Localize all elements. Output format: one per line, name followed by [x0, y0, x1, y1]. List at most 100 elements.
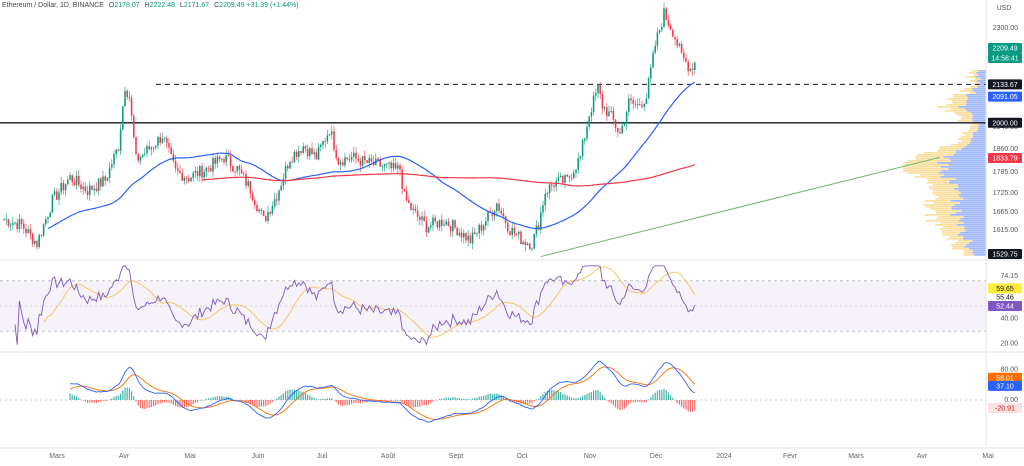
vp-bar-up	[972, 116, 986, 118]
candle-body	[159, 136, 161, 143]
macd-hist-bar	[91, 400, 93, 403]
candle-body	[408, 200, 410, 203]
candle-body	[328, 134, 331, 136]
candle-body	[25, 228, 27, 234]
price-axis-unit: USD	[997, 5, 1012, 12]
vp-bar-down	[933, 190, 959, 192]
vp-bar-up	[955, 178, 986, 180]
vp-bar-up	[972, 252, 986, 254]
vp-bar-down	[939, 228, 965, 230]
candle-body	[240, 169, 243, 174]
macd-tick-label: 0.00	[1004, 397, 1018, 404]
candle-body	[548, 184, 551, 194]
macd-hist-bar	[100, 400, 102, 403]
candle-body	[60, 182, 62, 193]
vp-bar-down	[926, 178, 956, 180]
candle-body	[247, 181, 249, 186]
vp-bar-down	[971, 124, 980, 126]
last-price-tag-bg	[988, 43, 1022, 53]
candle-body	[56, 191, 58, 200]
vp-bar-up	[972, 250, 986, 252]
macd-hist-bar	[531, 400, 533, 404]
vp-bar-down	[954, 112, 971, 114]
candle-body	[7, 219, 10, 226]
candle-body	[278, 190, 280, 201]
macd-hist-bar	[641, 400, 643, 403]
candle-body	[370, 158, 373, 162]
candle-body	[419, 216, 421, 220]
candle-body	[64, 184, 67, 191]
vp-bar-down	[932, 184, 958, 186]
vp-bar-down	[946, 238, 963, 240]
macd-hist-bar	[476, 397, 478, 400]
rsi-tick-label: 20.00	[1000, 341, 1018, 348]
macd-hist-bar	[419, 400, 421, 407]
candle-body	[577, 158, 579, 170]
macd-pane[interactable]	[0, 361, 986, 423]
candle-body	[333, 131, 335, 150]
candle-body	[14, 222, 16, 224]
candle-body	[559, 175, 562, 178]
candle-body	[364, 156, 366, 161]
candle-body	[467, 235, 469, 241]
macd-hist-bar	[579, 397, 581, 400]
candle-body	[621, 125, 623, 134]
candle-body	[249, 181, 252, 194]
macd-hist-bar	[652, 394, 654, 400]
macd-hist-bar	[423, 400, 425, 406]
candle-body	[513, 227, 516, 234]
rsi-pane[interactable]	[0, 265, 986, 346]
candle-body	[269, 212, 271, 214]
macd-hist-bar	[586, 393, 588, 400]
macd-hist-bar	[408, 400, 410, 407]
candle-body	[551, 184, 553, 186]
countdown-tag: 14:58:41	[991, 56, 1018, 63]
macd-hist-bar	[73, 396, 75, 400]
price-pane[interactable]	[0, 2, 986, 258]
vp-bar-down	[957, 120, 973, 122]
vp-bar-up	[963, 216, 986, 218]
macd-hist-bar	[621, 400, 623, 410]
macd-hist-bar	[260, 400, 262, 407]
candle-body	[383, 163, 386, 166]
vp-bar-up	[958, 190, 986, 192]
vp-bar-down	[932, 192, 961, 194]
candle-body	[40, 235, 43, 236]
vp-bar-up	[940, 166, 986, 168]
candle-body	[265, 216, 267, 221]
vp-bar-up	[976, 130, 986, 132]
candle-body	[302, 146, 304, 153]
vp-bar-up	[960, 192, 986, 194]
macd-hist-bar	[76, 396, 78, 400]
macd-hist-bar	[529, 400, 531, 404]
vp-bar-up	[964, 246, 986, 248]
macd-hist-bar	[106, 400, 108, 401]
vp-bar-up	[972, 240, 986, 242]
macd-hist-bar	[502, 396, 504, 400]
candle-body	[212, 158, 214, 172]
macd-hist-bar	[650, 397, 652, 400]
macd-hist-bar	[170, 400, 172, 404]
candle-body	[658, 30, 661, 33]
candle-body	[361, 156, 364, 166]
candle-body	[381, 165, 384, 167]
rsi-line	[14, 265, 696, 346]
candle-body	[392, 163, 395, 169]
candle-body	[394, 163, 397, 169]
candle-body	[91, 185, 93, 190]
level-tag-bg	[988, 117, 1022, 128]
macd-hist-bar	[265, 400, 267, 407]
candle-body	[320, 144, 322, 147]
vp-bar-up	[951, 160, 986, 162]
macd-signal-tag-bg	[988, 372, 1022, 383]
macd-hist-bar	[608, 400, 610, 403]
candle-body	[557, 177, 560, 182]
candle-body	[474, 232, 476, 234]
macd-hist-bar	[511, 400, 513, 402]
macd-hist-bar	[276, 398, 278, 400]
candle-body	[359, 160, 362, 166]
candle-body	[168, 142, 170, 148]
candle-body	[144, 153, 146, 155]
vp-bar-down	[940, 222, 964, 224]
